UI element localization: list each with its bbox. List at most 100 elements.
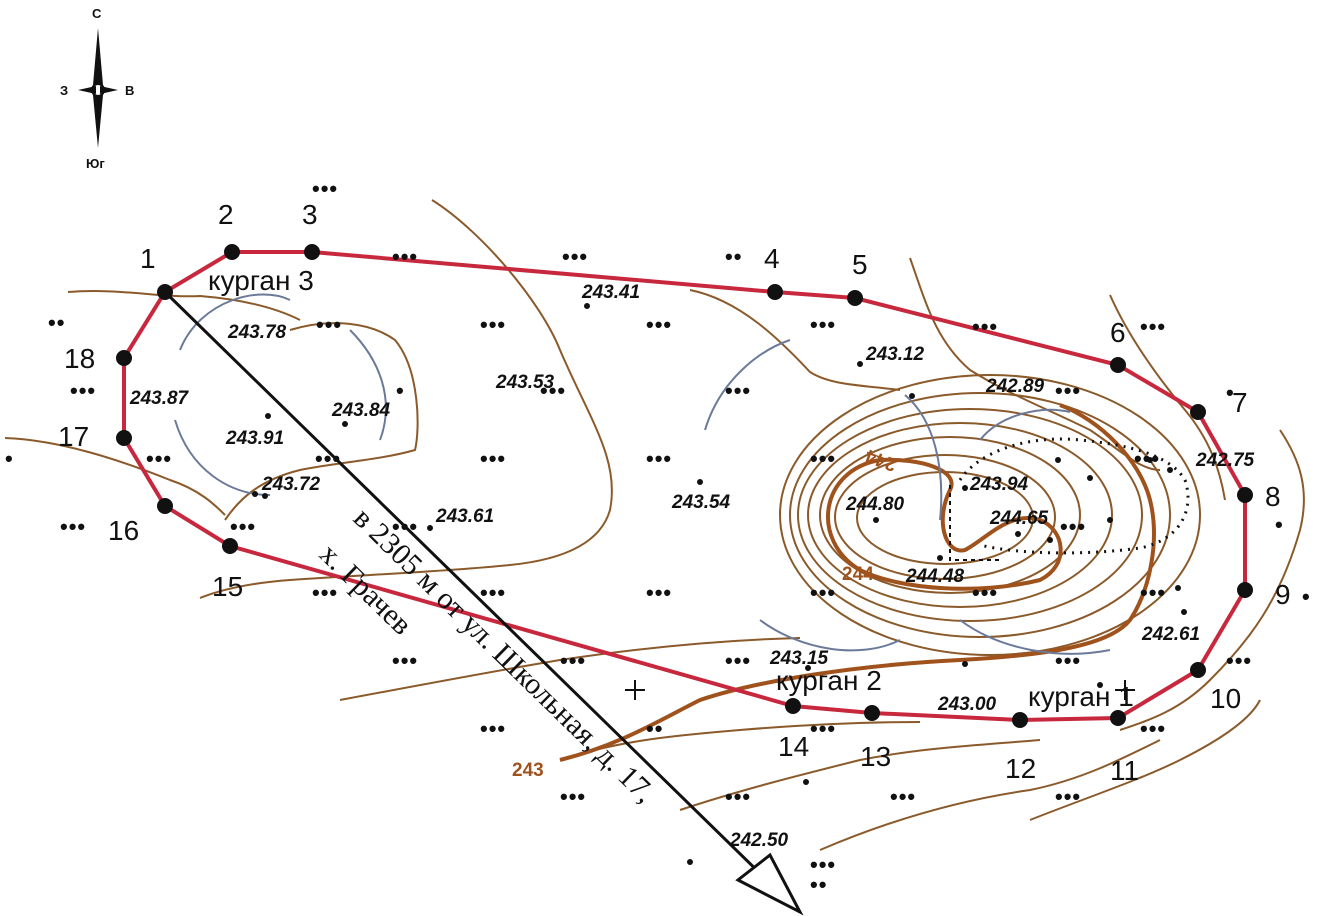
contour-ring [834,454,1056,580]
contour-ring [789,392,1171,638]
vertex-label-17: 17 [58,421,89,452]
kurgan-2-label: курган 2 [776,665,882,696]
dot-cluster: ••• [725,648,751,673]
vertex-label-6: 6 [1110,317,1126,348]
vertex-2 [224,244,240,260]
kurgan1-arc [904,394,943,521]
dot-cluster: ••• [1060,514,1086,539]
vertex-15 [222,538,238,554]
kurgan3-arc [349,329,387,441]
dot-cluster: ••• [480,716,506,741]
dot-cluster: ••• [1055,648,1081,673]
vertex-16 [157,498,173,514]
elevation-label: 242.89 [985,376,1045,397]
kurgan2-arc [704,339,791,431]
vertex-5 [847,290,863,306]
dot-cluster: • [1226,380,1235,405]
vertex-label-12: 12 [1005,753,1036,784]
contour-line [689,289,901,391]
dot-cluster: ••• [315,446,341,471]
dot-cluster: •• [48,310,65,335]
bold-contour-lines [559,403,1156,762]
vertex-3 [304,244,320,260]
dot-cluster: ••• [60,514,86,539]
dot-cluster: ••• [1226,648,1252,673]
survey-dots [252,303,1187,865]
contour-ring [819,436,1081,594]
elevation-label: 243.72 [261,474,321,495]
dashed-line [949,485,1000,561]
vertex-labels: 1 2 3 4 5 6 7 8 9 10 11 12 13 14 15 16 1… [58,199,1291,786]
vertex-11 [1110,710,1126,726]
contour-line [4,437,226,516]
contour-line [679,739,1041,811]
dot-cluster: ••• [1134,446,1160,471]
contour-label-243: 243 [512,760,544,781]
vertex-label-11: 11 [1110,755,1139,786]
vertex-8 [1237,487,1253,503]
vertex-label-3: 3 [302,199,318,230]
dot-cluster: ••• [146,446,172,471]
elevation-label: 244.80 [845,494,905,515]
elevation-label: 243.84 [331,400,391,421]
vertex-label-13: 13 [860,741,891,772]
dot-cluster: •• [810,872,827,897]
dot-cluster: ••• [890,784,916,809]
dot-cluster: ••• [646,446,672,471]
kurgan-1-label: курган 1 [1028,681,1134,712]
vertex-label-9: 9 [1275,579,1291,610]
dot-cluster: ••• [392,648,418,673]
vertex-18 [116,350,132,366]
dot-cluster: ••• [562,244,588,269]
contour-line [1119,429,1305,731]
dot-cluster: ••• [316,312,342,337]
dot-cluster: ••• [312,176,338,201]
dot-cluster: ••• [810,446,836,471]
dot-cluster: ••• [392,244,418,269]
elevation-label: 242.61 [1141,624,1200,645]
contour-line-243 [559,403,1156,762]
contour-line [1029,699,1261,821]
elevation-label: 243.94 [969,474,1029,495]
dot-clusters: ••• ••• ••• •• •• ••• ••• ••• ••• ••• ••… [5,176,1310,897]
dot-cluster: ••• [540,378,566,403]
dot-cluster: ••• [646,580,672,605]
dot-cluster: ••• [1140,314,1166,339]
vertex-label-7: 7 [1232,387,1248,418]
dot-cluster: ••• [646,312,672,337]
dot-cluster: ••• [1055,784,1081,809]
elevation-label: 243.54 [671,492,731,513]
contour-line [559,721,921,761]
contour-ring [807,422,1113,608]
elevation-label: 244.48 [905,566,965,587]
elevation-label: 243.61 [435,506,494,527]
compass-south-label: Юг [86,156,105,171]
elevation-label: 243.91 [225,428,284,449]
vertex-label-15: 15 [212,571,243,602]
dot-cluster: ••• [480,312,506,337]
dot-cluster: •• [646,716,663,741]
contour-line-244 [825,457,1063,591]
vertex-7 [1190,404,1206,420]
elevation-label: 242.50 [729,830,789,851]
vertex-9 [1237,582,1253,598]
dot-cluster: ••• [560,648,586,673]
kurgan2-arc [759,619,901,652]
kurgan3-arc [179,293,291,351]
dot-cluster: ••• [810,312,836,337]
dot-cluster: ••• [810,580,836,605]
elevation-label: 242.75 [1195,450,1255,471]
contour-lines [4,199,1305,851]
plus-markers [625,680,1135,700]
kurgan1-arc [979,408,1071,441]
dot-cluster: • [1275,512,1284,537]
vertex-label-4: 4 [764,243,780,274]
vertex-10 [1190,662,1206,678]
dot-cluster: ••• [725,378,751,403]
elevation-label: 243.41 [581,282,640,303]
compass-east-label: В [125,83,134,98]
vertex-13 [864,705,880,721]
dot-cluster: ••• [560,784,586,809]
dot-cluster: ••• [392,514,418,539]
